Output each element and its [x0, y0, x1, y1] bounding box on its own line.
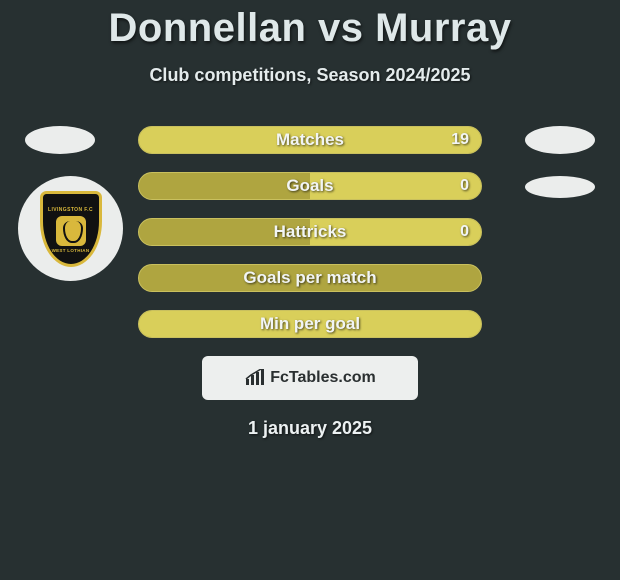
subtitle: Club competitions, Season 2024/2025: [0, 65, 620, 86]
stat-right-value: 0: [460, 219, 469, 245]
bar-chart-icon: [244, 369, 266, 387]
shield-top-text: LIVINGSTON F.C: [48, 207, 93, 213]
date-text: 1 january 2025: [0, 418, 620, 439]
stat-right-value: 19: [451, 127, 469, 153]
player-right-avatar: [525, 126, 595, 154]
stat-right-value: 0: [460, 173, 469, 199]
stat-row-hattricks: Hattricks 0: [138, 218, 482, 246]
page-title: Donnellan vs Murray: [0, 0, 620, 51]
player-left-avatar: [25, 126, 95, 154]
stat-label: Min per goal: [139, 311, 481, 337]
stat-label: Goals: [139, 173, 481, 199]
stat-label: Matches: [139, 127, 481, 153]
attribution-box: FcTables.com: [202, 356, 418, 400]
stat-row-matches: Matches 19: [138, 126, 482, 154]
stat-label: Goals per match: [139, 265, 481, 291]
shield-bottom-text: WEST LOTHIAN: [52, 248, 90, 253]
stat-label: Hattricks: [139, 219, 481, 245]
stat-bars: Matches 19 Goals 0 Hattricks 0 Goals per…: [138, 126, 482, 338]
club-left-badge: LIVINGSTON F.C WEST LOTHIAN: [18, 176, 123, 281]
comparison-content: LIVINGSTON F.C WEST LOTHIAN Matches 19 G…: [0, 126, 620, 439]
shield-icon: LIVINGSTON F.C WEST LOTHIAN: [40, 191, 102, 267]
stat-row-goals-per-match: Goals per match: [138, 264, 482, 292]
stat-row-min-per-goal: Min per goal: [138, 310, 482, 338]
club-right-avatar: [525, 176, 595, 198]
shield-emblem: [56, 216, 86, 246]
stat-row-goals: Goals 0: [138, 172, 482, 200]
attribution-text: FcTables.com: [270, 369, 376, 387]
